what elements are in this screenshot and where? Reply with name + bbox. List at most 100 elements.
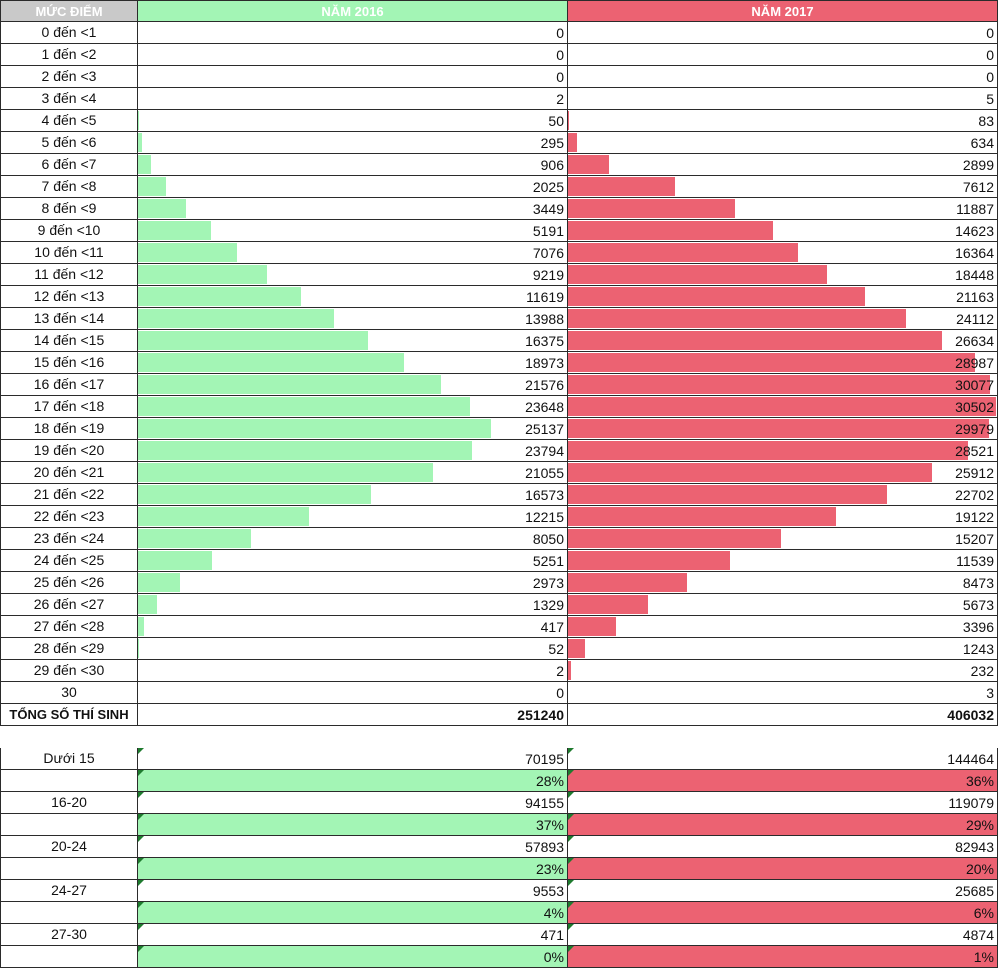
score-range-cell[interactable]: 12 đến <13 (0, 286, 138, 308)
group-percent-2017-cell[interactable]: 6% (568, 902, 998, 924)
year-2016-cell[interactable]: 11619 (138, 286, 568, 308)
score-range-cell[interactable]: 3 đến <4 (0, 88, 138, 110)
score-range-cell[interactable]: 6 đến <7 (0, 154, 138, 176)
group-percent-2016-cell[interactable]: 23% (138, 858, 568, 880)
year-2017-cell[interactable]: 0 (568, 44, 998, 66)
group-percent-2016-cell[interactable]: 28% (138, 770, 568, 792)
year-2017-cell[interactable]: 30502 (568, 396, 998, 418)
group-percent-label-cell[interactable] (0, 946, 138, 968)
group-label-cell[interactable]: Dưới 15 (0, 748, 138, 770)
group-label-cell[interactable]: 27-30 (0, 924, 138, 946)
group-count-2017-cell[interactable]: 25685 (568, 880, 998, 902)
total-2016-cell[interactable]: 251240 (138, 704, 568, 726)
group-label-cell[interactable]: 16-20 (0, 792, 138, 814)
score-range-cell[interactable]: 26 đến <27 (0, 594, 138, 616)
year-2016-cell[interactable]: 8050 (138, 528, 568, 550)
year-2016-cell[interactable]: 3449 (138, 198, 568, 220)
year-2016-cell[interactable]: 13988 (138, 308, 568, 330)
year-2016-cell[interactable]: 23794 (138, 440, 568, 462)
score-range-cell[interactable]: 17 đến <18 (0, 396, 138, 418)
year-2017-cell[interactable]: 83 (568, 110, 998, 132)
group-percent-2017-cell[interactable]: 1% (568, 946, 998, 968)
group-label-cell[interactable]: 20-24 (0, 836, 138, 858)
total-2017-cell[interactable]: 406032 (568, 704, 998, 726)
group-percent-label-cell[interactable] (0, 814, 138, 836)
year-2017-cell[interactable]: 16364 (568, 242, 998, 264)
header-year-2016[interactable]: NĂM 2016 (138, 0, 568, 22)
year-2016-cell[interactable]: 50 (138, 110, 568, 132)
year-2016-cell[interactable]: 18973 (138, 352, 568, 374)
score-range-cell[interactable]: 15 đến <16 (0, 352, 138, 374)
year-2017-cell[interactable]: 22702 (568, 484, 998, 506)
score-range-cell[interactable]: 13 đến <14 (0, 308, 138, 330)
score-range-cell[interactable]: 1 đến <2 (0, 44, 138, 66)
score-range-cell[interactable]: 27 đến <28 (0, 616, 138, 638)
year-2016-cell[interactable]: 16573 (138, 484, 568, 506)
year-2017-cell[interactable]: 26634 (568, 330, 998, 352)
year-2016-cell[interactable]: 16375 (138, 330, 568, 352)
group-percent-label-cell[interactable] (0, 858, 138, 880)
score-range-cell[interactable]: 22 đến <23 (0, 506, 138, 528)
year-2016-cell[interactable]: 23648 (138, 396, 568, 418)
score-range-cell[interactable]: 24 đến <25 (0, 550, 138, 572)
year-2017-cell[interactable]: 2899 (568, 154, 998, 176)
year-2016-cell[interactable]: 12215 (138, 506, 568, 528)
group-percent-2017-cell[interactable]: 29% (568, 814, 998, 836)
total-label-cell[interactable]: TỔNG SỐ THÍ SINH (0, 704, 138, 726)
year-2017-cell[interactable]: 232 (568, 660, 998, 682)
score-range-cell[interactable]: 9 đến <10 (0, 220, 138, 242)
score-range-cell[interactable]: 23 đến <24 (0, 528, 138, 550)
group-count-2016-cell[interactable]: 94155 (138, 792, 568, 814)
year-2016-cell[interactable]: 417 (138, 616, 568, 638)
year-2017-cell[interactable]: 28987 (568, 352, 998, 374)
year-2016-cell[interactable]: 2 (138, 660, 568, 682)
group-percent-2017-cell[interactable]: 20% (568, 858, 998, 880)
group-percent-2016-cell[interactable]: 4% (138, 902, 568, 924)
score-range-cell[interactable]: 0 đến <1 (0, 22, 138, 44)
year-2017-cell[interactable]: 19122 (568, 506, 998, 528)
score-range-cell[interactable]: 4 đến <5 (0, 110, 138, 132)
year-2016-cell[interactable]: 295 (138, 132, 568, 154)
year-2017-cell[interactable]: 3396 (568, 616, 998, 638)
year-2017-cell[interactable]: 18448 (568, 264, 998, 286)
group-percent-2017-cell[interactable]: 36% (568, 770, 998, 792)
score-range-cell[interactable]: 7 đến <8 (0, 176, 138, 198)
year-2016-cell[interactable]: 7076 (138, 242, 568, 264)
year-2016-cell[interactable]: 1329 (138, 594, 568, 616)
year-2017-cell[interactable]: 30077 (568, 374, 998, 396)
year-2016-cell[interactable]: 0 (138, 682, 568, 704)
year-2017-cell[interactable]: 634 (568, 132, 998, 154)
score-range-cell[interactable]: 25 đến <26 (0, 572, 138, 594)
year-2017-cell[interactable]: 28521 (568, 440, 998, 462)
year-2016-cell[interactable]: 2973 (138, 572, 568, 594)
year-2017-cell[interactable]: 0 (568, 22, 998, 44)
year-2016-cell[interactable]: 52 (138, 638, 568, 660)
year-2017-cell[interactable]: 5673 (568, 594, 998, 616)
score-range-cell[interactable]: 30 (0, 682, 138, 704)
score-range-cell[interactable]: 28 đến <29 (0, 638, 138, 660)
score-range-cell[interactable]: 21 đến <22 (0, 484, 138, 506)
year-2017-cell[interactable]: 24112 (568, 308, 998, 330)
score-range-cell[interactable]: 18 đến <19 (0, 418, 138, 440)
group-count-2016-cell[interactable]: 70195 (138, 748, 568, 770)
score-range-cell[interactable]: 29 đến <30 (0, 660, 138, 682)
year-2016-cell[interactable]: 9219 (138, 264, 568, 286)
group-percent-2016-cell[interactable]: 37% (138, 814, 568, 836)
year-2017-cell[interactable]: 21163 (568, 286, 998, 308)
score-range-cell[interactable]: 5 đến <6 (0, 132, 138, 154)
group-count-2016-cell[interactable]: 9553 (138, 880, 568, 902)
group-count-2016-cell[interactable]: 57893 (138, 836, 568, 858)
group-percent-2016-cell[interactable]: 0% (138, 946, 568, 968)
group-count-2017-cell[interactable]: 119079 (568, 792, 998, 814)
year-2017-cell[interactable]: 5 (568, 88, 998, 110)
group-percent-label-cell[interactable] (0, 902, 138, 924)
year-2016-cell[interactable]: 0 (138, 44, 568, 66)
score-range-cell[interactable]: 11 đến <12 (0, 264, 138, 286)
score-range-cell[interactable]: 16 đến <17 (0, 374, 138, 396)
year-2017-cell[interactable]: 8473 (568, 572, 998, 594)
score-range-cell[interactable]: 20 đến <21 (0, 462, 138, 484)
year-2016-cell[interactable]: 25137 (138, 418, 568, 440)
year-2016-cell[interactable]: 5251 (138, 550, 568, 572)
year-2016-cell[interactable]: 5191 (138, 220, 568, 242)
score-range-cell[interactable]: 19 đến <20 (0, 440, 138, 462)
